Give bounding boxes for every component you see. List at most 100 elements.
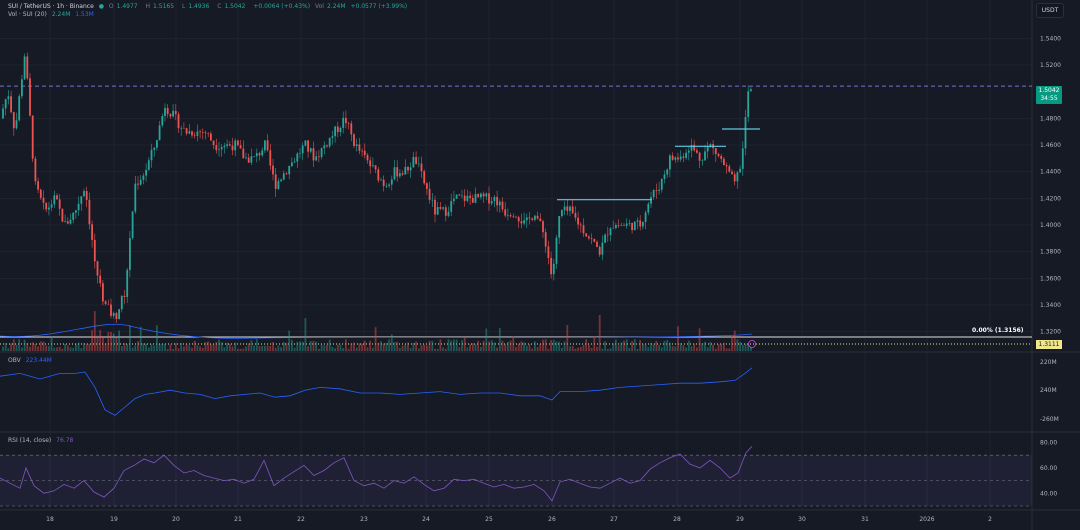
volume-bar <box>420 345 423 351</box>
volume-bar <box>266 345 269 351</box>
candle-body <box>183 127 185 129</box>
volume-bar <box>85 343 88 351</box>
volume-bar <box>652 344 655 351</box>
volume-bar <box>142 343 145 351</box>
candle-body <box>671 155 674 160</box>
volume-bar <box>288 330 291 351</box>
rsi-tick: 60.00 <box>1040 465 1057 472</box>
candle-body <box>239 145 242 149</box>
volume-bar <box>228 343 231 351</box>
volume-bar <box>39 341 42 351</box>
candle-body <box>293 161 296 163</box>
candle-body <box>223 145 226 148</box>
volume-bar <box>520 341 523 351</box>
volume-bar <box>280 347 282 351</box>
volume-bar <box>517 343 520 351</box>
candle-body <box>417 163 420 165</box>
candle-body <box>690 144 693 151</box>
candle-body <box>631 222 633 231</box>
candle-body <box>234 140 237 151</box>
rsi-legend[interactable]: RSI (14, close) 76.78 <box>8 437 76 445</box>
candle-body <box>558 216 561 238</box>
volume-bar <box>720 343 723 351</box>
candle-body <box>58 199 61 209</box>
volume-bar <box>604 341 606 351</box>
volume-bar <box>61 348 64 351</box>
volume-bar <box>552 339 555 351</box>
ohlc-dot: ● <box>98 3 104 10</box>
price-tick: 1.4800 <box>1040 115 1061 122</box>
candle-body <box>469 195 471 198</box>
candle-body <box>104 301 107 304</box>
volume-bar <box>169 344 172 351</box>
price-tick: 1.3800 <box>1040 249 1061 256</box>
candle-body <box>15 120 18 129</box>
candle-body <box>550 257 552 275</box>
candle-body <box>201 132 204 133</box>
candle-body <box>652 190 655 198</box>
candle-body <box>169 113 172 117</box>
volume-bar <box>569 346 571 351</box>
volume-bar <box>593 336 596 351</box>
candle-body <box>623 225 625 226</box>
obv-legend[interactable]: OBV 223.44M <box>8 357 55 365</box>
volume-bar <box>515 347 517 351</box>
candle-body <box>131 211 134 239</box>
volume-bar <box>334 348 336 351</box>
candle-body <box>741 148 744 169</box>
rsi-pane: 80.00 60.00 40.00 <box>0 440 1057 507</box>
candle-body <box>161 115 164 126</box>
candle-body <box>247 157 250 163</box>
candle-body <box>312 148 315 161</box>
symbol-legend[interactable]: SUI / TetherUS · 1h · Binance ● O 1.4977 … <box>8 3 410 11</box>
candle-body <box>490 201 493 204</box>
volume-bar <box>309 341 312 351</box>
candle-body <box>723 158 725 166</box>
volume-bar <box>550 340 552 351</box>
candle-body <box>542 221 544 233</box>
candle-body <box>93 239 96 262</box>
volume-bar <box>723 342 725 351</box>
currency-unit-button[interactable]: USDT <box>1036 3 1064 18</box>
candle-body <box>296 153 299 162</box>
volume-bar <box>185 344 188 351</box>
volume-bar <box>488 341 490 351</box>
candle-body <box>650 197 652 204</box>
candle-body <box>404 166 407 175</box>
candle-body <box>415 156 417 164</box>
volume-bar <box>180 343 183 351</box>
rsi-tick: 80.00 <box>1040 440 1057 447</box>
volume-bar <box>223 347 226 351</box>
volume-legend[interactable]: Vol · SUI (20) 2.24M 1.53M <box>8 11 97 19</box>
candle-body <box>596 241 598 247</box>
candle-body <box>288 165 291 175</box>
volume-bar <box>363 340 366 351</box>
volume-bar <box>242 348 245 351</box>
vol-label: Vol <box>314 3 324 10</box>
candle-body <box>264 140 266 151</box>
volume-bar <box>542 339 544 351</box>
volume-bar <box>131 347 134 351</box>
candle-body <box>120 295 123 310</box>
candle-body <box>231 145 234 151</box>
volume-bar <box>741 344 744 351</box>
candle-body <box>301 145 304 154</box>
volume-bar <box>466 347 469 351</box>
volume-bar <box>636 348 639 351</box>
volume-bar <box>382 343 385 351</box>
fib-level-label[interactable]: 0.00% (1.3156) <box>972 327 1024 334</box>
resistance-lines[interactable] <box>557 128 760 201</box>
candle-body <box>501 201 504 210</box>
candle-body <box>717 153 720 156</box>
candle-body <box>320 148 323 158</box>
volume-bar <box>102 336 104 351</box>
candle-body <box>242 148 245 159</box>
candle-body <box>56 195 58 200</box>
candle-body <box>29 78 31 116</box>
volume-bar <box>631 341 633 351</box>
volume-bar <box>477 340 480 351</box>
volume-bar <box>123 343 126 351</box>
symbol-title[interactable]: SUI / TetherUS · 1h · Binance <box>8 3 94 10</box>
volume-bar <box>12 339 15 351</box>
